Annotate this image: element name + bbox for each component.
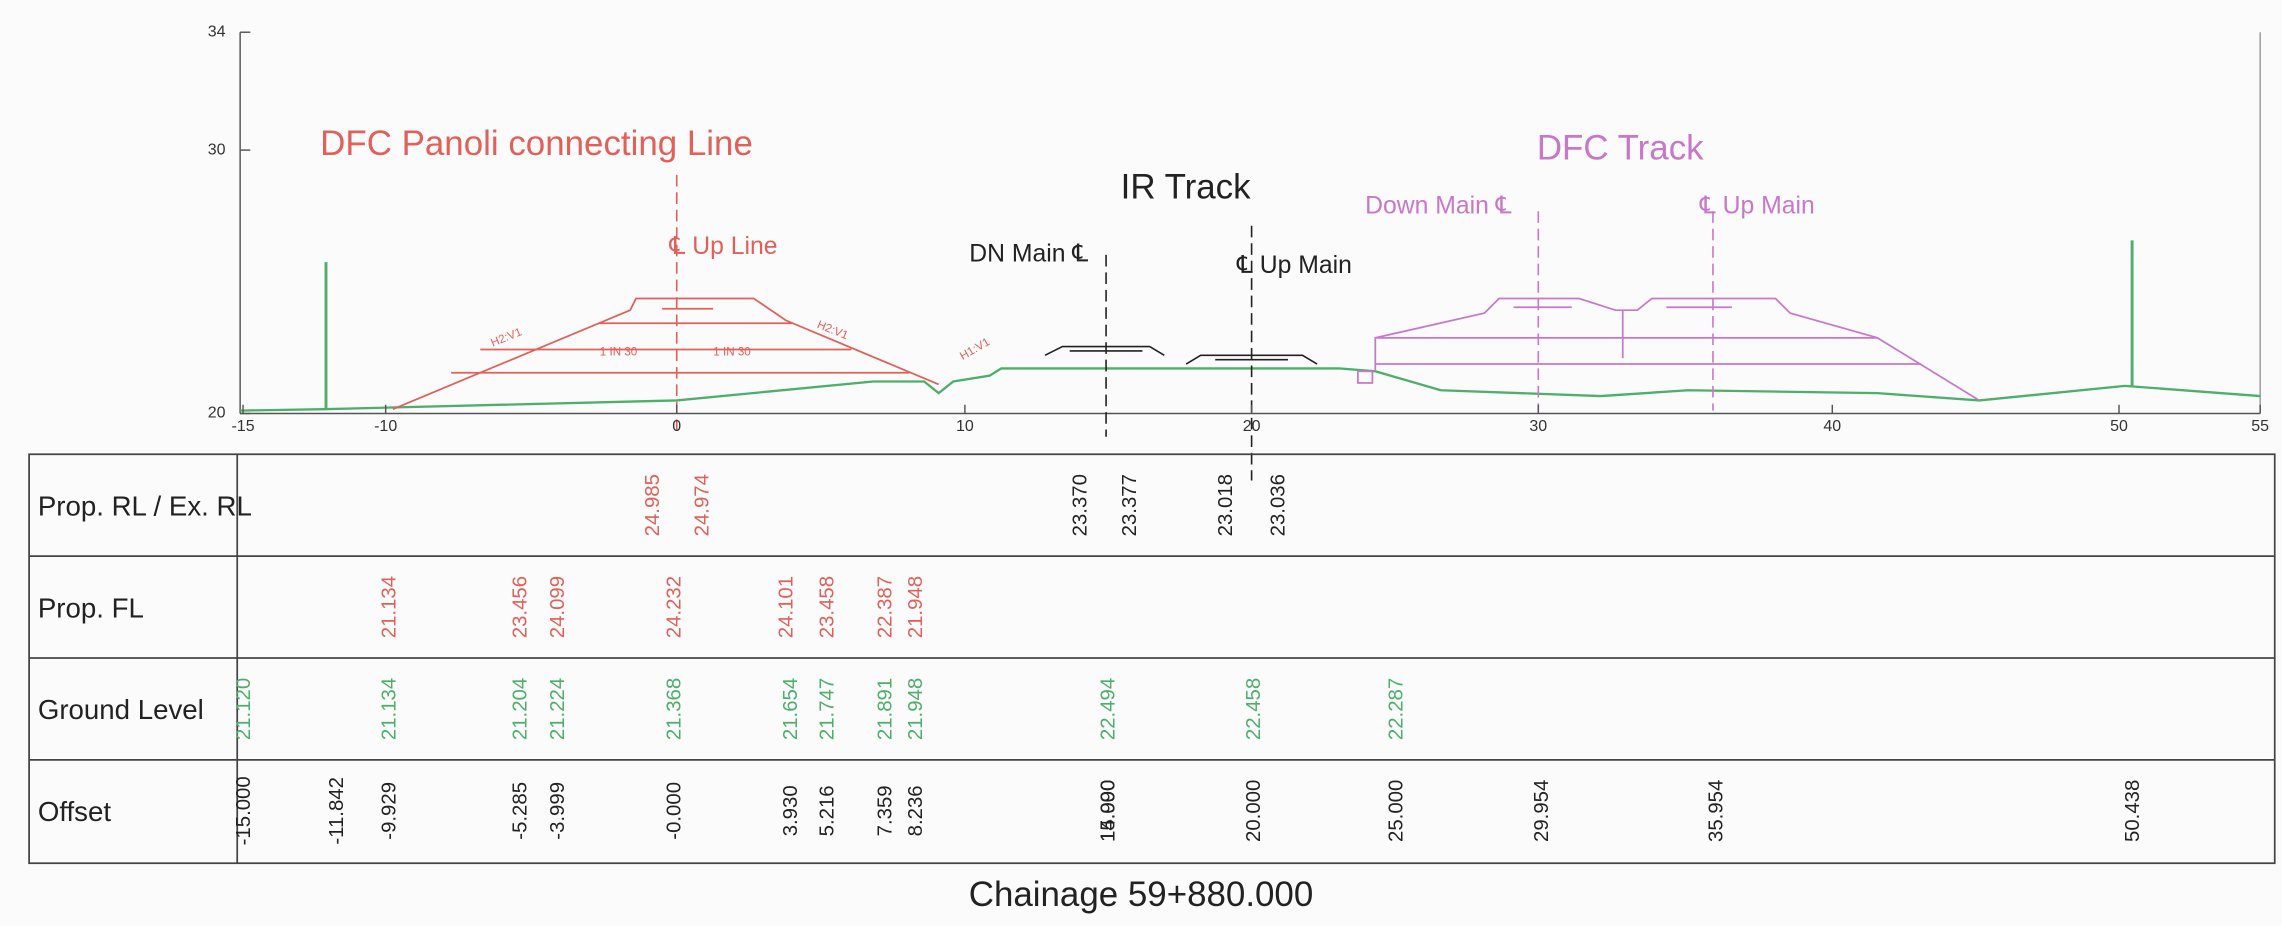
annotation: DFC Track [1537,128,1704,167]
y-axis-label: 20 [208,405,226,422]
cell-value: 21.747 [816,678,838,740]
cell-value: 24.974 [691,474,713,536]
annotation: 1 IN 30 [600,345,638,358]
x-axis-label: 40 [1823,418,1841,435]
cell-value: 24.101 [776,576,798,638]
annotation: Down Main ℄ [1365,192,1512,219]
cell-value: 21.120 [233,678,255,740]
cell-value: 7.359 [875,785,897,836]
x-axis-label: 0 [672,418,681,435]
table-frame [28,453,2276,865]
cell-value: 21.368 [664,678,686,740]
row-label: Prop. FL [38,592,144,623]
cell-value: -3.999 [547,782,569,840]
cell-value: 24.232 [664,576,686,638]
cell-value: 22.458 [1243,678,1265,740]
cell-value: 35.954 [1706,780,1728,842]
centre-lines [675,174,1714,481]
annotation: 1 IN 30 [713,345,751,358]
annotation: DN Main ℄ [969,240,1088,267]
cell-value: 14.990 [1097,780,1119,842]
cell-value: 3.930 [780,785,802,836]
cell-value: 23.456 [509,576,531,638]
x-axis-label: -10 [374,418,397,435]
y-axis-label: 34 [208,23,226,40]
cell-value: -5.285 [509,782,531,840]
cell-value: 8.236 [905,785,927,836]
cell-value: 21.654 [780,678,802,740]
cell-value: 24.099 [547,576,569,638]
cell-value: 29.954 [1531,780,1553,842]
cell-value: -0.000 [664,782,686,840]
cell-value: 21.948 [905,576,927,638]
cell-value: 23.458 [816,576,838,638]
cell-value: 15.000 [1097,780,1119,842]
cell-value: 50.438 [2122,780,2144,842]
y-axis-label: 30 [208,141,226,158]
cell-value: -9.929 [378,782,400,840]
x-axis-label: -15 [231,418,254,435]
ground-line [240,367,2261,412]
cell-value: -11.842 [326,777,348,845]
cell-value: 22.494 [1097,678,1119,740]
cell-value: 25.000 [1386,780,1408,842]
cell-value: 23.377 [1119,474,1141,536]
cell-value: 24.985 [642,474,664,536]
row-label: Prop. RL / Ex. RL [38,490,252,521]
cell-value: 21.891 [875,678,897,740]
cell-value: 23.036 [1268,474,1290,536]
cell-value: 22.387 [875,576,897,638]
x-axis-label: 10 [956,418,974,435]
dfc-track-embankment [1356,297,1980,402]
annotation: ℄ Up Line [668,233,777,260]
annotation: ℄ Up Main [1236,252,1352,279]
cell-value: 21.204 [509,678,531,740]
annotation: DFC Panoli connecting Line [320,124,753,163]
chainage-title: Chainage 59+880.000 [969,875,1314,914]
cell-value: 22.287 [1386,678,1408,740]
annotation: ℄ Up Main [1699,192,1815,219]
cell-value: -15.000 [233,776,255,845]
x-axis-label: 50 [2110,418,2128,435]
x-axis-label: 30 [1529,418,1547,435]
row-label: Offset [38,796,112,827]
annotation: IR Track [1121,168,1251,207]
x-axis-label: 55 [2251,418,2269,435]
cell-value: 21.224 [547,678,569,740]
cell-value: 20.000 [1243,780,1265,842]
cell-value: 23.018 [1215,474,1237,536]
cell-value: 21.134 [378,576,400,638]
row-label: Ground Level [38,694,204,725]
cell-value: 5.216 [816,785,838,836]
cell-value: 23.370 [1070,474,1092,536]
dfc-panoli-embankment [392,297,940,410]
x-axis-label: 20 [1243,418,1261,435]
cell-value: 21.134 [378,678,400,740]
cell-value: 21.948 [905,678,927,740]
